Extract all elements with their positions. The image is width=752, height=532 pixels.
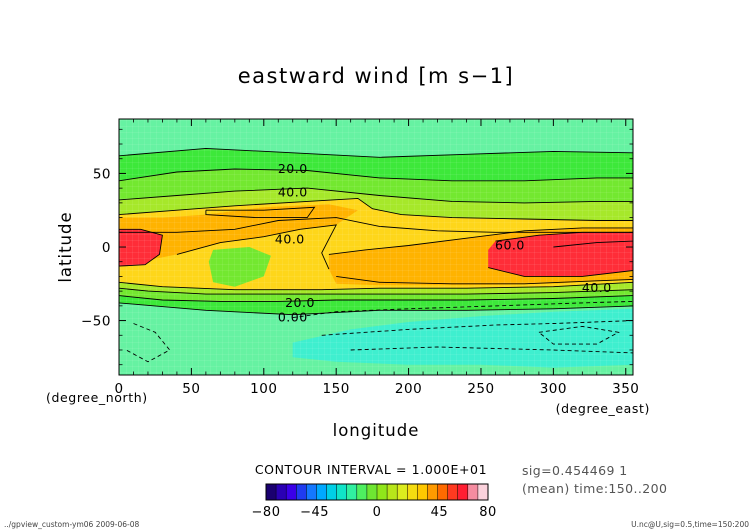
plot-area xyxy=(119,119,633,375)
contour-line xyxy=(488,267,633,277)
colorbar-swatch xyxy=(397,484,408,500)
colorbar-swatch xyxy=(407,484,418,500)
contour-line xyxy=(119,228,163,267)
contour-line xyxy=(553,240,633,248)
contour-line xyxy=(119,187,633,204)
colorbar-swatch xyxy=(346,484,358,500)
y-tick-label: 50 xyxy=(93,166,111,182)
x-tick-label: 0 xyxy=(114,381,123,397)
x-tick-label: 100 xyxy=(250,381,277,397)
x-tick-label: 300 xyxy=(540,381,567,397)
colorbar-swatch xyxy=(457,484,469,500)
contour-line xyxy=(119,287,633,295)
contour-labels: 20.040.040.0 60.040.020.00.00 xyxy=(275,161,612,325)
contour-label: 40.0 xyxy=(582,280,612,295)
contour-line xyxy=(119,197,633,221)
x-tick-label: 200 xyxy=(395,381,422,397)
contour-label: 0.00 xyxy=(278,310,308,325)
colorbar-tick-label: −80 xyxy=(252,505,281,520)
contour-line-negative xyxy=(350,346,633,354)
colorbar-swatch xyxy=(417,484,428,500)
colorbar-swatch xyxy=(366,484,378,500)
colorbar-swatch xyxy=(326,484,337,500)
colorbar-swatch xyxy=(467,484,479,500)
x-axis: 0 50 100 150 200 250 300 350 xyxy=(114,119,639,397)
contour-line xyxy=(495,231,633,242)
contour-line xyxy=(119,168,633,182)
chart-title: eastward wind [m s−1] xyxy=(238,64,515,88)
contour-label: 20.0 xyxy=(285,295,315,310)
contour-label: 40.0 xyxy=(278,185,308,200)
colorbar-tick-label: 0 xyxy=(373,505,382,520)
colorbar-tick-label: −45 xyxy=(300,505,329,520)
contour-lines xyxy=(119,147,633,363)
contour-line-negative xyxy=(538,325,620,345)
colorbar-swatch xyxy=(477,484,489,500)
x-unit-label: (degree_east) xyxy=(556,401,650,416)
contour-interval-text: CONTOUR INTERVAL = 1.000E+01 xyxy=(255,462,487,477)
y-axis: 50 0 −50 xyxy=(81,128,633,366)
colorbar-swatch xyxy=(296,484,307,500)
contour-line xyxy=(119,147,633,158)
x-tick-label: 150 xyxy=(323,381,350,397)
x-tick-label: 350 xyxy=(612,381,639,397)
contour-line xyxy=(119,295,633,302)
y-axis-title: latitude xyxy=(56,211,75,282)
colorbar-swatch xyxy=(306,484,317,500)
colorbar-swatch xyxy=(276,484,287,500)
contour-label: 40.0 xyxy=(275,232,305,247)
contour-line xyxy=(119,281,633,291)
colorbar-swatch xyxy=(356,484,368,500)
colorbar: −80 −45 0 45 80 xyxy=(252,483,497,520)
colorbar-swatch xyxy=(427,484,438,500)
colorbar-swatch xyxy=(387,484,398,500)
colorbar-swatch xyxy=(266,484,277,500)
x-axis-title: longitude xyxy=(333,421,420,440)
footer-right: U.nc@U,sig=0.5,time=150:200 xyxy=(631,520,749,529)
colorbar-swatch xyxy=(437,484,448,500)
y-tick-label: −50 xyxy=(81,314,111,330)
colorbar-tick-label: 80 xyxy=(479,505,497,520)
contour-line-negative xyxy=(125,323,171,363)
colorbar-swatch xyxy=(447,484,459,500)
info-line-2: (mean) time:150..200 xyxy=(522,481,667,496)
colorbar-swatch xyxy=(377,484,388,500)
contour-line xyxy=(176,224,337,270)
contour-line xyxy=(336,275,633,285)
contour-line xyxy=(328,227,633,255)
x-tick-label: 50 xyxy=(182,381,200,397)
colorbar-swatch xyxy=(336,484,348,500)
x-tick-label: 250 xyxy=(467,381,494,397)
y-tick-label: 0 xyxy=(102,240,111,256)
colorbar-swatch xyxy=(316,484,327,500)
contour-label: 20.0 xyxy=(278,161,308,176)
info-line-1: sig=0.454469 1 xyxy=(522,463,628,478)
colorbar-tick-label: 45 xyxy=(431,505,449,520)
contour-line-negative xyxy=(292,300,633,319)
contour-line xyxy=(119,217,633,233)
colorbar-frame xyxy=(265,483,489,501)
colorbar-swatch xyxy=(286,484,297,500)
footer-left: ../gpview_custom-ym06 2009-06-08 xyxy=(4,520,140,529)
contour-line-negative xyxy=(321,320,633,336)
contour-line xyxy=(205,206,316,219)
y-unit-label: (degree_north) xyxy=(46,390,148,405)
contour-label: 60.0 xyxy=(495,238,525,253)
